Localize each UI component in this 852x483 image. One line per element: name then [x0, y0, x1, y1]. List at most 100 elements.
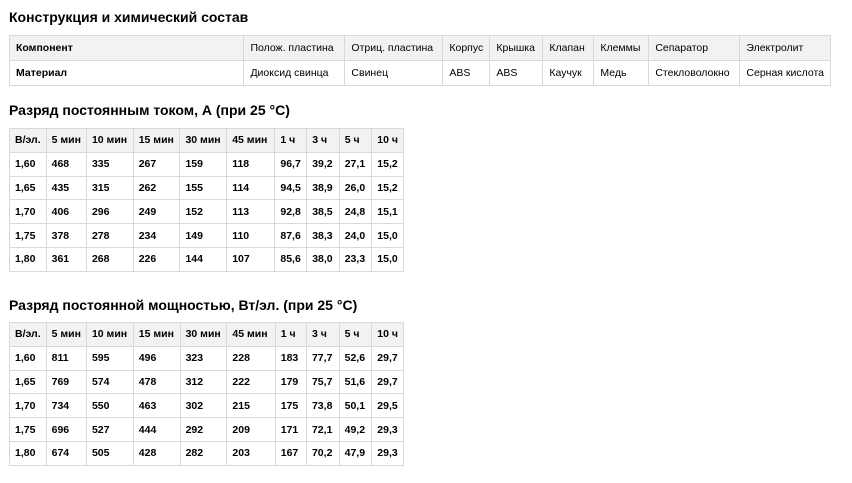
- header-cell: 1 ч: [274, 128, 308, 153]
- table-cell: 435: [45, 175, 87, 201]
- table-cell: 75,7: [305, 369, 340, 395]
- table-row: 1,80 674 505 428 282 203 167 70,2 47,9 29,3: [9, 440, 404, 466]
- header-cell: 5 ч: [338, 322, 373, 347]
- header-cell: 5 ч: [338, 128, 373, 153]
- table-cell: 26,0: [338, 175, 373, 201]
- table-cell: 51,6: [338, 369, 373, 395]
- table-cell: 496: [132, 345, 181, 371]
- table-header-row: Компонент Полож. пластина Отриц. пластин…: [8, 35, 831, 61]
- table-cell: 696: [45, 417, 87, 442]
- header-cell: 10 мин: [85, 128, 134, 153]
- header-cell: 10 ч: [371, 128, 404, 153]
- table-row: 1,65 769 574 478 312 222 179 75,7 51,6 29,7: [9, 369, 404, 395]
- current-discharge-title: Разряд постоянным током, А (при 25 °С): [9, 102, 290, 118]
- table-cell: 234: [132, 223, 181, 248]
- table-cell: Каучук: [542, 60, 595, 86]
- table-cell: 179: [274, 369, 307, 395]
- header-cell: В/эл.: [9, 128, 47, 153]
- table-cell: 23,3: [338, 246, 373, 272]
- table-cell: 110: [226, 223, 276, 248]
- table-cell: 769: [45, 369, 87, 395]
- table-cell: 24,8: [338, 199, 373, 225]
- table-cell: 302: [179, 393, 228, 419]
- table-cell: 203: [226, 440, 276, 466]
- row-label-cell: 1,80: [9, 246, 47, 272]
- power-discharge-title: Разряд постоянной мощностью, Вт/эл. (при…: [9, 297, 358, 313]
- table-cell: 734: [45, 393, 87, 419]
- table-cell: Медь: [593, 60, 650, 86]
- table-cell: 29,3: [371, 440, 404, 466]
- table-row: Материал Диоксид свинца Свинец ABS ABS К…: [8, 60, 831, 86]
- table-cell: 29,7: [371, 345, 404, 371]
- table-cell: 15,2: [371, 151, 404, 177]
- table-cell: 428: [132, 440, 181, 466]
- table-cell: 49,2: [338, 417, 373, 442]
- table-cell: 296: [85, 199, 134, 225]
- table-cell: 550: [85, 393, 134, 419]
- table-cell: 167: [274, 440, 307, 466]
- header-cell: 45 мин: [226, 128, 276, 153]
- row-label-cell: 1,65: [9, 175, 47, 201]
- row-label-cell: 1,70: [9, 393, 47, 419]
- header-cell: Отриц. пластина: [344, 35, 444, 61]
- table-cell: 38,3: [306, 223, 340, 248]
- table-cell: 282: [179, 440, 228, 466]
- table-cell: 574: [85, 369, 134, 395]
- table-cell: 15,1: [371, 199, 404, 225]
- table-row: 1,75 378 278 234 149 110 87,6 38,3 24,0 15,0: [9, 223, 404, 248]
- table-cell: 15,0: [371, 223, 404, 248]
- table-cell: 118: [226, 151, 276, 177]
- table-cell: 674: [45, 440, 87, 466]
- header-cell: 5 мин: [45, 322, 87, 347]
- table-cell: 249: [132, 199, 181, 225]
- header-cell: Полож. пластина: [243, 35, 346, 61]
- table-cell: 595: [85, 345, 134, 371]
- table-cell: 52,6: [338, 345, 373, 371]
- header-cell: 10 ч: [371, 322, 404, 347]
- row-label-cell: 1,60: [9, 345, 47, 371]
- header-cell: 5 мин: [45, 128, 87, 153]
- header-cell: 15 мин: [132, 322, 181, 347]
- table-cell: 312: [179, 369, 228, 395]
- table-cell: 73,8: [305, 393, 340, 419]
- table-row: 1,60 468 335 267 159 118 96,7 39,2 27,1 15,2: [9, 151, 404, 177]
- table-cell: 183: [274, 345, 307, 371]
- row-label-cell: Материал: [8, 60, 245, 86]
- table-cell: 811: [45, 345, 87, 371]
- table-cell: 94,5: [274, 175, 308, 201]
- table-cell: 505: [85, 440, 134, 466]
- table-row: 1,60 811 595 496 323 228 183 77,7 52,6 29,7: [9, 345, 404, 371]
- table-row: 1,65 435 315 262 155 114 94,5 38,9 26,0 15,2: [9, 175, 404, 201]
- table-cell: 85,6: [274, 246, 308, 272]
- table-cell: 323: [179, 345, 228, 371]
- row-label-cell: 1,60: [9, 151, 47, 177]
- table-cell: 29,7: [371, 369, 404, 395]
- table-cell: 38,5: [306, 199, 340, 225]
- table-cell: 29,5: [371, 393, 404, 419]
- table-cell: 77,7: [305, 345, 340, 371]
- table-cell: 149: [179, 223, 228, 248]
- table-cell: Свинец: [344, 60, 444, 86]
- header-cell: Клапан: [542, 35, 595, 61]
- header-cell: 10 мин: [85, 322, 134, 347]
- table-cell: 113: [226, 199, 276, 225]
- table-cell: 228: [226, 345, 276, 371]
- table-cell: 72,1: [305, 417, 340, 442]
- table-cell: 24,0: [338, 223, 373, 248]
- header-cell: 3 ч: [305, 322, 340, 347]
- table-cell: 38,9: [306, 175, 340, 201]
- table-cell: 335: [85, 151, 134, 177]
- table-cell: 29,3: [371, 417, 404, 442]
- table-row: 1,70 406 296 249 152 113 92,8 38,5 24,8 15,1: [9, 199, 404, 225]
- header-cell: Клеммы: [593, 35, 650, 61]
- table-cell: 361: [45, 246, 87, 272]
- header-cell: В/эл.: [9, 322, 47, 347]
- table-cell: Стекловолокно: [648, 60, 741, 86]
- header-cell: Сепаратор: [648, 35, 741, 61]
- table-cell: 468: [45, 151, 87, 177]
- header-cell: 30 мин: [179, 128, 228, 153]
- table-cell: 155: [179, 175, 228, 201]
- table-cell: 175: [274, 393, 307, 419]
